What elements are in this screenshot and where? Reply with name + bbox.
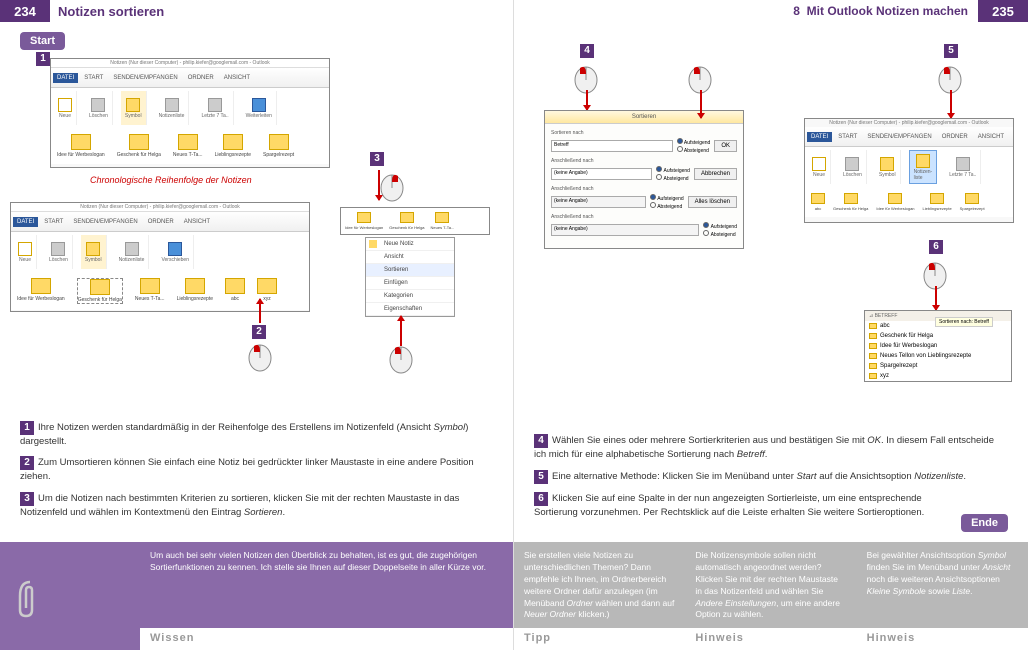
step3-marker: 3 (370, 152, 388, 166)
end-badge: Ende (961, 514, 1008, 532)
header-left: 234 Notizen sortieren (0, 0, 513, 22)
header-right: 8 Mit Outlook Notizen machen 235 (514, 0, 1028, 22)
footer-wissen-text: Um auch bei sehr vielen Notizen den Über… (150, 550, 503, 628)
arrow-2 (259, 299, 261, 323)
mouse-icon-2 (246, 340, 274, 372)
footer-wissen-label: Wissen (140, 628, 513, 650)
page-number-left: 234 (0, 4, 50, 19)
caption-chronological: Chronologische Reihenfolge der Notizen (90, 175, 252, 185)
screenshot-2: Notizen (Nur dieser Computer) - philip.k… (10, 202, 310, 312)
screenshot-1: Notizen (Nur dieser Computer) - philip.k… (50, 58, 330, 168)
footer-hinweis1-text: Die Notizensymbole sollen nicht automati… (695, 550, 846, 628)
step4-marker: 4 (580, 44, 598, 58)
screenshot-3: Idee für Werbeslogan Geschenk für Helga … (340, 207, 490, 235)
footer-left: Um auch bei sehr vielen Notizen den Über… (0, 542, 513, 650)
context-menu: Neue Notiz Ansicht Sortieren Einfügen Ka… (365, 237, 455, 317)
right-page: 8 Mit Outlook Notizen machen 235 4 Sorti… (514, 0, 1028, 650)
footer-hinweis2-text: Bei gewählter Ansichtsoption Symbol find… (867, 550, 1018, 628)
sort-dialog: Sortieren Sortieren nach Betreff Aufstei… (544, 110, 744, 249)
page-number-right: 235 (978, 4, 1028, 19)
step6-marker: 6 (929, 240, 947, 254)
content-right: 4 Sortieren Sortieren nach Betreff Aufst… (514, 22, 1028, 542)
step2-marker: 2 (252, 325, 270, 339)
paperclip-icon (12, 578, 48, 620)
footer-tipp-text: Sie erstellen viele Notizen zu unterschi… (524, 550, 675, 628)
footer-right: Sie erstellen viele Notizen zu unterschi… (514, 542, 1028, 650)
left-page: 234 Notizen sortieren Start 1 Notizen (N… (0, 0, 514, 650)
steps-right: 4Wählen Sie eines oder mehrere Sortierkr… (534, 434, 1008, 527)
start-badge: Start (20, 32, 65, 50)
step5-marker: 5 (944, 44, 962, 58)
mouse-icon-3a (378, 170, 406, 202)
page-title-left: Notizen sortieren (50, 4, 164, 19)
screenshot-6: ⊿ BETREFF Sortieren nach: Betreff abc Ge… (864, 310, 1012, 382)
screenshot-5: Notizen (Nur dieser Computer) - philip.k… (804, 118, 1014, 223)
mouse-icon-3b (387, 342, 415, 374)
content-left: Start 1 Notizen (Nur dieser Computer) - … (0, 22, 513, 542)
steps-left: 1Ihre Notizen werden standardmäßig in de… (20, 421, 493, 527)
